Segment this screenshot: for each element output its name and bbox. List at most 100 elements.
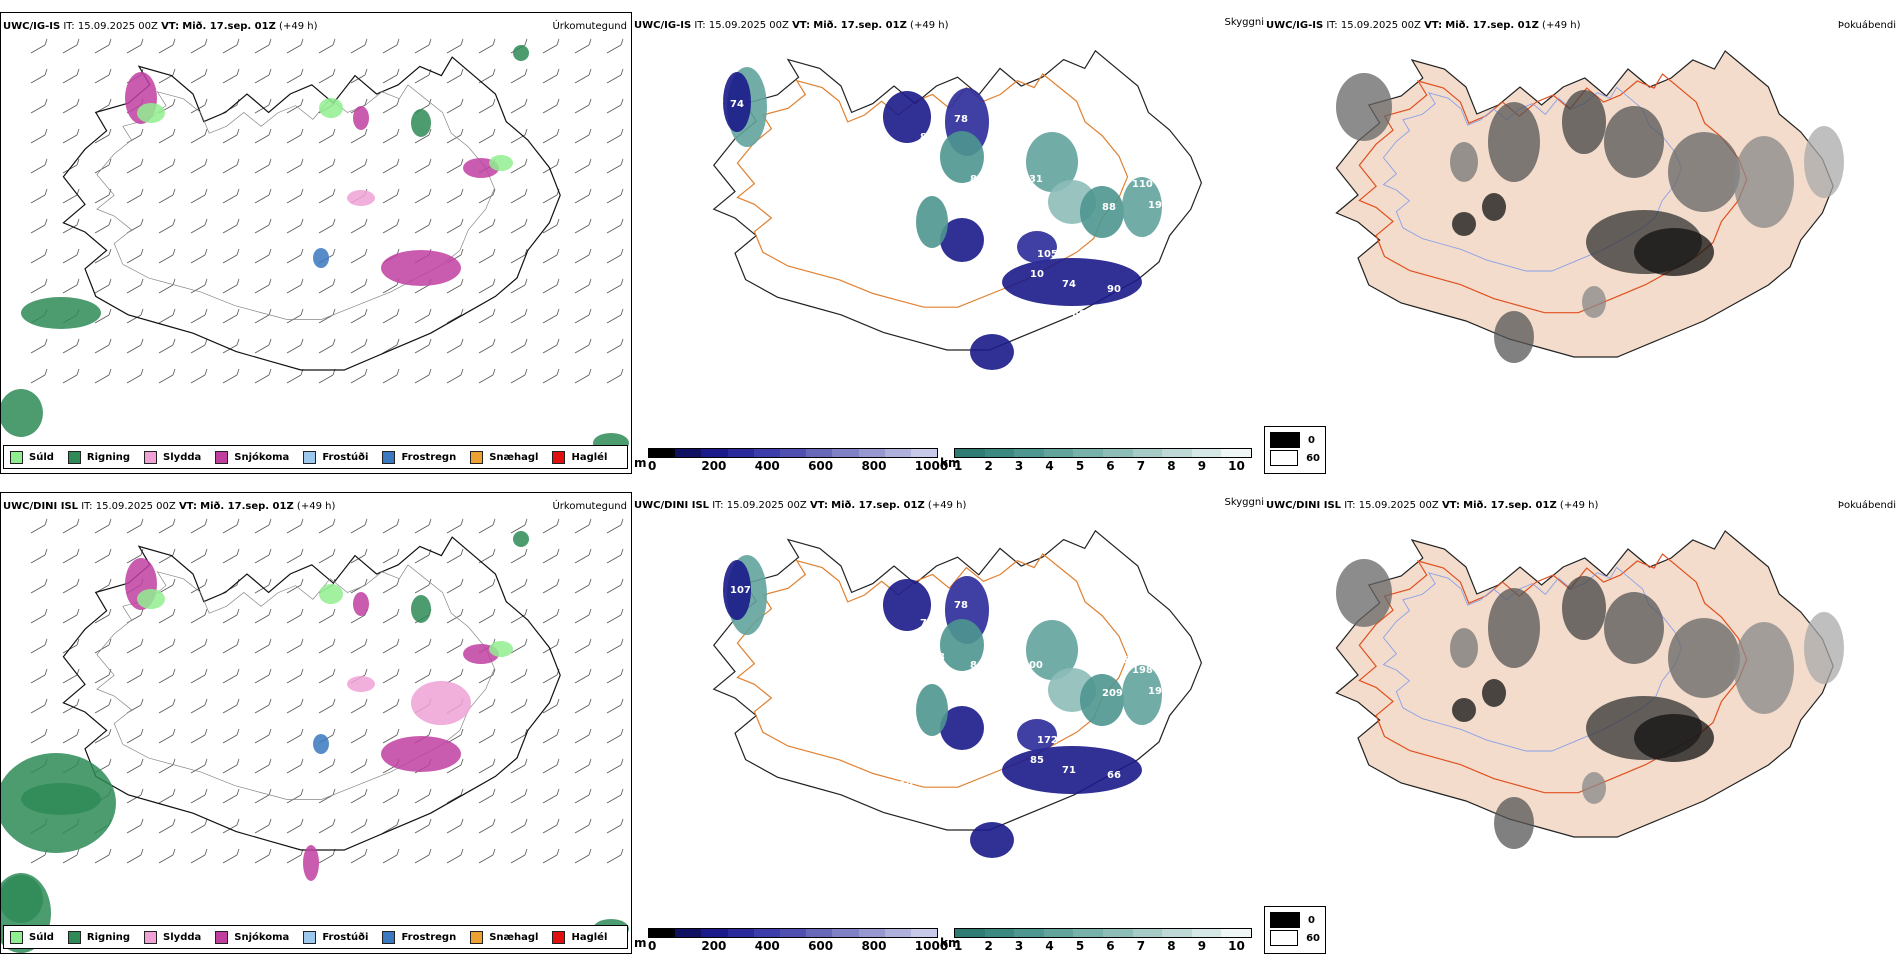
cloud-base-value: 71 [1062,765,1076,776]
wind-barb [382,68,400,84]
wind-barb [62,158,80,174]
wind-barb [446,578,464,594]
legend-label: Frostúði [322,931,369,943]
fog-area [1488,102,1540,182]
legend-swatch [552,930,566,944]
wind-barb [62,548,80,564]
wind-barb [126,608,144,624]
fog-legend-swatch [1270,450,1299,466]
wind-barb [158,548,176,564]
wind-barb [254,578,272,594]
wind-barb [606,638,624,654]
wind-barb [478,608,496,624]
colorbar-step [1191,449,1222,457]
wind-barb [510,548,528,564]
wind-barb [414,578,432,594]
wind-barb [254,188,272,204]
wind-barb [158,578,176,594]
wind-barb [318,668,336,684]
wind-barb [30,368,48,384]
legend-item: Frostúði [303,930,369,944]
fog-area [1562,90,1606,154]
wind-barb [94,338,112,354]
wind-barb [254,158,272,174]
fog-legend-row: 60 [1270,449,1320,467]
wind-barb [606,68,624,84]
cloud-base-area [970,334,1014,370]
wind-barb [286,98,304,114]
cloud-base-value: 204 [1010,204,1031,215]
it-label: IT: [63,21,75,32]
cloud-base-value: 25 [710,580,724,591]
wind-barb [510,188,528,204]
wind-barb [542,728,560,744]
vt-label: VT: [1424,20,1443,31]
wind-barb [542,38,560,54]
wind-barb [446,98,464,114]
colorbar-tick: 1 [954,459,963,473]
wind-barb [286,248,304,264]
wind-barb [542,308,560,324]
wind-barb [478,38,496,54]
colorbar-tick: 7 [1136,939,1146,953]
wind-barb [222,698,240,714]
precip-area [1,753,116,853]
cloud-base-value: 73 [920,618,934,629]
cloud-base-value: 67 [952,269,966,280]
colorbar-tick: 2 [984,459,993,473]
wind-barb [542,668,560,684]
colorbar-tick: 200 [701,459,727,473]
it-label: IT: [712,500,724,511]
wind-barb [606,158,624,174]
colorbar-tick: 10 [1228,939,1245,953]
wind-barb [158,848,176,864]
cloud-base-area [1026,620,1078,680]
wind-barb [574,68,592,84]
fog-area [1494,797,1534,849]
legend-swatch [303,450,317,464]
colorbar-step [1221,929,1251,937]
wind-barb [126,848,144,864]
colorbar-step [832,929,859,937]
vt-value: Mið. 17.sep. 01Z [182,21,276,32]
wind-barb [94,248,112,264]
wind-barb [542,848,560,864]
wind-barb [190,338,208,354]
wind-barb [574,248,592,264]
colorbar-step [675,449,702,457]
wind-barb [222,68,240,84]
wind-barb [222,278,240,294]
fog-area [1452,212,1476,236]
colorbar-step [1073,449,1103,457]
wind-barb [606,818,624,834]
wind-barb [190,728,208,744]
wind-barb [542,698,560,714]
wind-barb [542,248,560,264]
wind-barb [510,848,528,864]
wind-barb [382,578,400,594]
wind-barb [254,758,272,774]
colorbar-tick: 5 [1075,459,1085,473]
wind-barb [510,128,528,144]
wind-barb [542,68,560,84]
wind-barb [574,578,592,594]
wind-barb [606,248,624,264]
wind-barb [574,758,592,774]
wind-barb [190,308,208,324]
wind-barb [254,308,272,324]
wind-barb [318,698,336,714]
panel-header: UWC/DINI ISL IT: 15.09.2025 00Z VT: Mið.… [3,501,335,512]
colorbar-step [955,929,985,937]
wind-barb [510,308,528,324]
colorbar-tick: 10 [1228,459,1245,473]
cloud-base-area [940,131,984,183]
colorbar-tick: 0 [648,459,657,473]
wind-barb [286,308,304,324]
wind-barb [30,668,48,684]
cloud-base-area [1017,231,1057,263]
colorbar-step [727,449,754,457]
colorbar-tick: 200 [701,939,727,953]
wind-barb [414,368,432,384]
wind-barb [94,608,112,624]
cloud-base-value: 88 [1102,202,1116,213]
